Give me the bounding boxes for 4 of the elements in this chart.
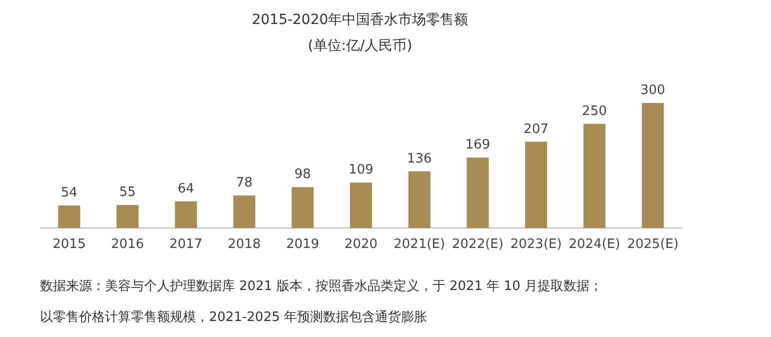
subtitle: (单位:亿/人民币) bbox=[308, 38, 412, 54]
title: 2015-2020年中国香水市场零售额 bbox=[252, 12, 468, 28]
annotation: 数据来源：美容与个人护理数据库 2021 版本，按照香水品类定义，于 2021 年 10 月提取数据； bbox=[40, 279, 603, 294]
annotation: 以零售价格计算零售额规模，2021-2025 年预测数据包含通货膨胀 bbox=[40, 310, 427, 325]
